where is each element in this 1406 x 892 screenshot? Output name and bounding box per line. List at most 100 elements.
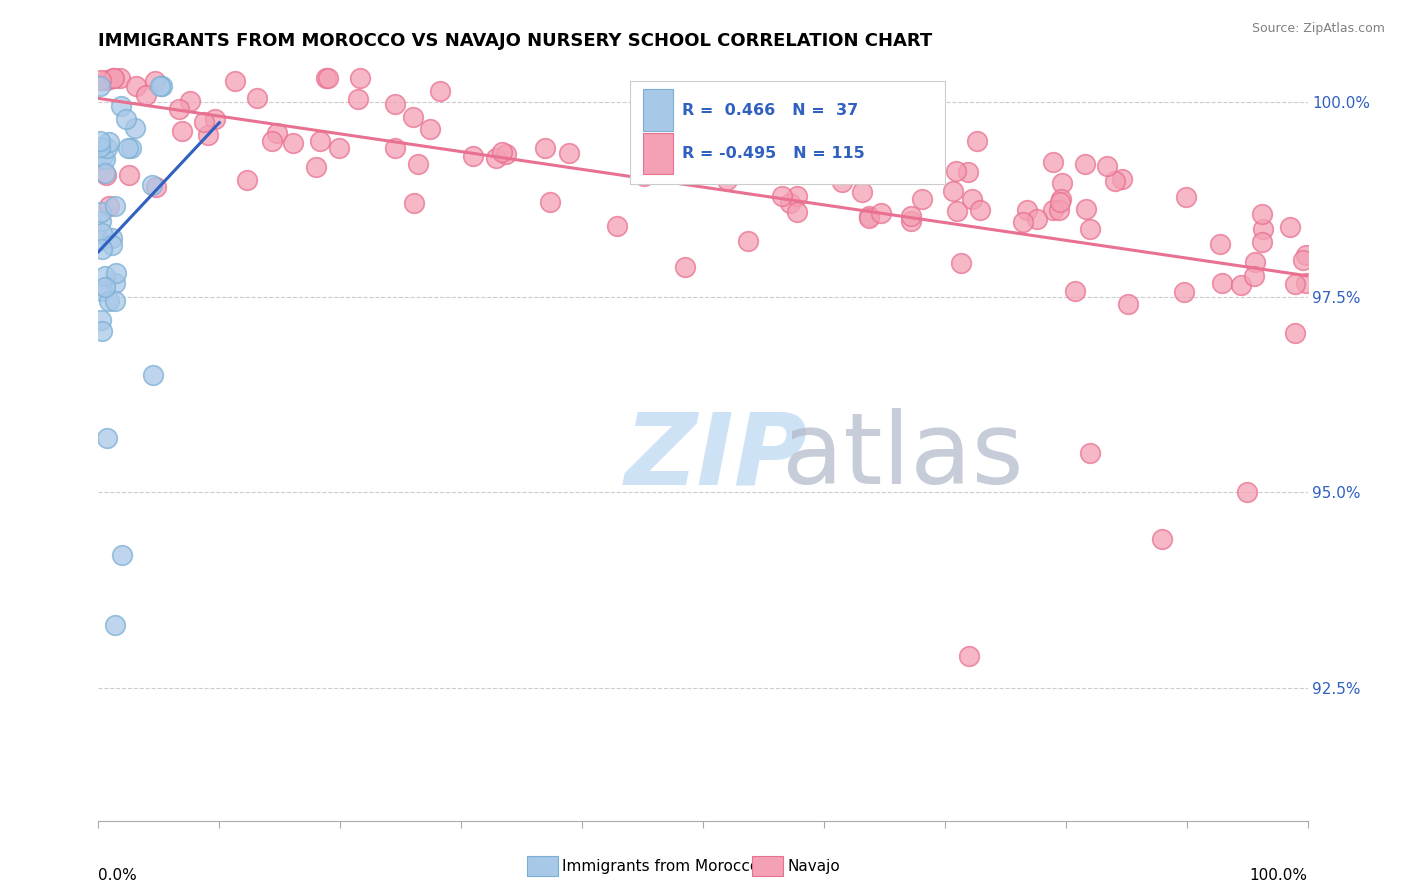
Point <box>419 122 441 136</box>
Point <box>1174 190 1197 204</box>
Point <box>463 149 485 163</box>
Point <box>169 102 191 116</box>
Text: 0.0%: 0.0% <box>98 868 138 882</box>
Point <box>246 90 269 104</box>
Point <box>89 140 111 154</box>
Point <box>104 266 127 280</box>
Point <box>402 110 425 124</box>
Point <box>960 192 983 206</box>
Point <box>90 73 112 87</box>
Point <box>1050 177 1073 191</box>
Point <box>135 87 157 102</box>
Point <box>1076 202 1098 216</box>
Point <box>148 78 170 93</box>
Point <box>1042 155 1064 169</box>
Point <box>104 618 127 632</box>
Point <box>786 205 808 219</box>
Point <box>236 172 259 186</box>
Point <box>125 79 148 94</box>
Point <box>1243 255 1265 269</box>
Point <box>224 74 246 88</box>
Point <box>957 649 980 664</box>
Point <box>96 72 118 87</box>
Point <box>347 92 370 106</box>
Point <box>90 313 112 327</box>
Point <box>349 71 371 86</box>
Text: Source: ZipAtlas.com: Source: ZipAtlas.com <box>1251 22 1385 36</box>
Point <box>1211 276 1233 290</box>
Point <box>1295 276 1317 290</box>
Point <box>111 548 134 562</box>
Text: R =  0.466   N =  37: R = 0.466 N = 37 <box>682 103 859 118</box>
Point <box>673 260 696 274</box>
Point <box>1047 203 1070 218</box>
Bar <box>643 89 673 131</box>
Point <box>808 139 831 153</box>
Point <box>98 199 121 213</box>
Point <box>384 141 406 155</box>
Point <box>969 203 991 218</box>
Point <box>1243 268 1265 283</box>
Point <box>1292 253 1315 268</box>
Point <box>429 84 451 98</box>
Point <box>1236 485 1258 500</box>
Point <box>1049 195 1071 210</box>
Point <box>115 112 138 127</box>
Point <box>179 94 201 108</box>
Point <box>145 179 167 194</box>
Point <box>1251 222 1274 236</box>
Point <box>1173 285 1195 300</box>
Text: Navajo: Navajo <box>787 859 841 873</box>
Point <box>900 214 922 228</box>
Point <box>101 231 124 245</box>
Point <box>120 141 142 155</box>
Text: atlas: atlas <box>782 409 1024 505</box>
Point <box>1015 202 1038 217</box>
Point <box>260 134 283 148</box>
Point <box>100 238 122 252</box>
Point <box>90 204 112 219</box>
Point <box>606 219 628 233</box>
Point <box>91 284 114 298</box>
Point <box>1104 174 1126 188</box>
Point <box>1152 533 1174 547</box>
Text: R = -0.495   N = 115: R = -0.495 N = 115 <box>682 146 865 161</box>
Point <box>491 145 513 159</box>
Point <box>534 141 557 155</box>
Point <box>485 151 508 165</box>
Point <box>1250 206 1272 220</box>
Point <box>193 115 215 129</box>
Point <box>89 78 111 93</box>
Bar <box>643 133 673 174</box>
Point <box>404 195 426 210</box>
Point <box>870 206 893 220</box>
Point <box>770 189 793 203</box>
Point <box>141 178 163 193</box>
Point <box>318 71 340 86</box>
Point <box>150 78 173 93</box>
Point <box>647 155 669 169</box>
Point <box>101 71 124 86</box>
Point <box>108 71 131 86</box>
Point <box>90 214 112 228</box>
Point <box>1011 215 1033 229</box>
Point <box>728 120 751 135</box>
Point <box>93 269 115 284</box>
Point <box>1080 222 1102 236</box>
Point <box>94 168 117 182</box>
Point <box>1064 284 1087 298</box>
Point <box>1250 235 1272 250</box>
Point <box>900 209 922 223</box>
Point <box>945 204 967 219</box>
Point <box>633 169 655 183</box>
Point <box>124 121 146 136</box>
Point <box>650 87 672 102</box>
Point <box>143 74 166 88</box>
Point <box>308 134 330 148</box>
Point <box>89 134 111 148</box>
Point <box>328 141 350 155</box>
Point <box>97 294 120 309</box>
Point <box>1230 278 1253 293</box>
Y-axis label: Nursery School: Nursery School <box>0 384 7 500</box>
Point <box>711 161 734 175</box>
